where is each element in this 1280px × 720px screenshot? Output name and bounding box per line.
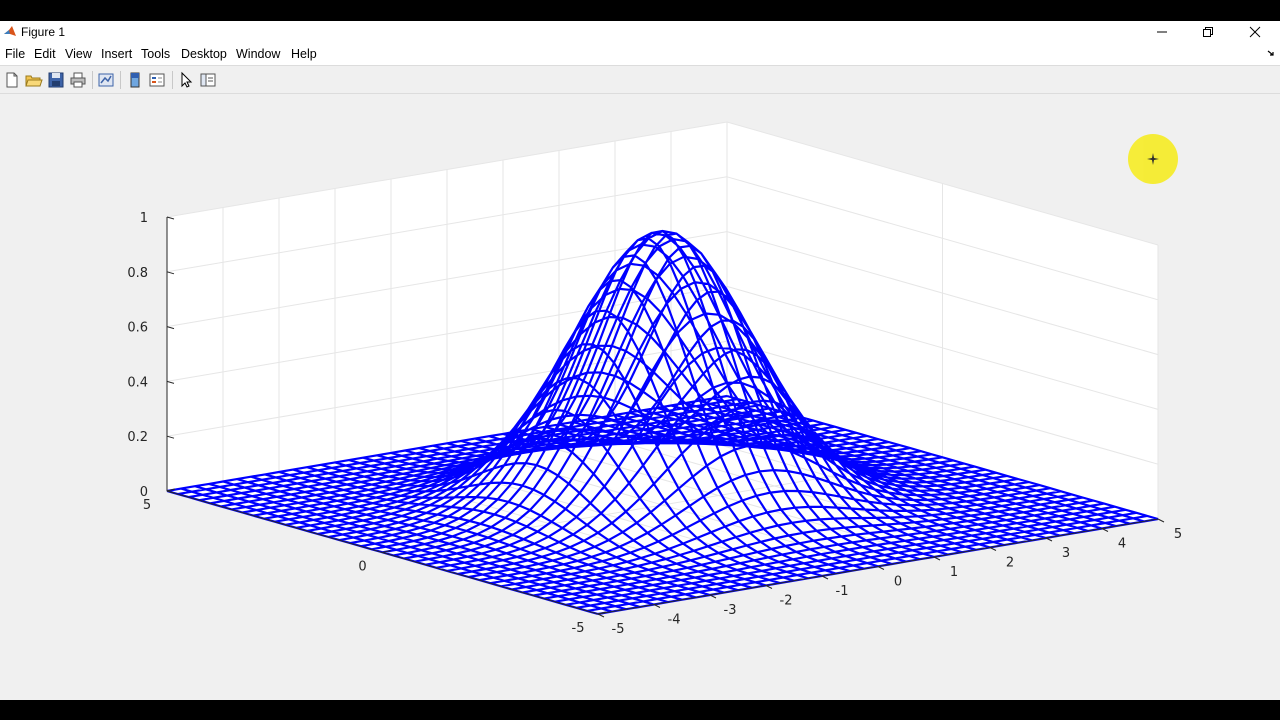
y-tick-mark <box>166 488 176 492</box>
z-tick-label: 0.6 <box>127 321 148 336</box>
title-bar: Figure 1 <box>0 21 1280 43</box>
x-tick-mark <box>1045 537 1053 542</box>
print-icon[interactable] <box>69 71 87 89</box>
x-tick-label: 0 <box>894 575 902 590</box>
open-folder-icon[interactable] <box>25 71 43 89</box>
x-tick-label: 5 <box>1174 527 1182 542</box>
y-tick-mark <box>382 550 391 553</box>
axes <box>166 216 1165 618</box>
z-tick-label: 1 <box>140 211 148 226</box>
z-tick-label: 0 <box>140 485 148 500</box>
menu-help[interactable]: Help <box>291 47 317 61</box>
toolbar-separator <box>172 71 173 89</box>
z-tick-mark <box>166 435 175 439</box>
y-tick-label: 5 <box>143 498 151 513</box>
axes-grid <box>166 121 1159 615</box>
x-tick-label: -1 <box>836 584 849 599</box>
z-tick-label: 0.4 <box>127 375 148 390</box>
x-tick-mark <box>709 594 717 599</box>
y-tick-label: -5 <box>572 621 585 636</box>
property-inspector-icon[interactable] <box>199 71 217 89</box>
x-tick-label: -3 <box>724 603 737 618</box>
close-icon <box>1249 26 1261 38</box>
crosshair-icon <box>1147 153 1159 165</box>
minimize-button[interactable] <box>1139 21 1185 43</box>
x-tick-label: -2 <box>780 594 793 609</box>
y-tick-label: 0 <box>358 560 366 575</box>
z-tick-mark <box>166 326 175 330</box>
close-button[interactable] <box>1232 21 1278 43</box>
x-tick-label: 2 <box>1006 556 1014 571</box>
z-tick-mark <box>166 490 175 494</box>
x-tick-label: 1 <box>950 565 958 580</box>
x-tick-mark <box>1157 518 1165 523</box>
new-figure-icon[interactable] <box>3 71 21 89</box>
restore-icon <box>1203 27 1213 37</box>
z-tick-label: 0.2 <box>127 430 148 445</box>
pointer-arrow-icon[interactable] <box>177 71 195 89</box>
z-tick-mark <box>166 380 175 384</box>
x-tick-mark <box>821 575 829 580</box>
z-tick-mark <box>166 271 175 275</box>
x-tick-mark <box>989 547 997 551</box>
toolbar-separator <box>120 71 121 89</box>
figure-canvas[interactable]: -5 -4 -3 -2 -1 0 1 2 3 4 5 -5 0 5 0 0.2 0.4 0.6 0.8 1 <box>0 93 1280 700</box>
x-tick-mark <box>933 556 941 561</box>
matlab-icon <box>4 26 16 36</box>
menu-view[interactable]: View <box>65 47 92 61</box>
menu-window[interactable]: Window <box>236 47 281 61</box>
cursor-highlight <box>1128 134 1178 184</box>
menu-edit[interactable]: Edit <box>34 47 56 61</box>
menu-file[interactable]: File <box>5 47 26 61</box>
z-tick-mark <box>166 216 175 220</box>
save-icon[interactable] <box>47 71 65 89</box>
x-tick-mark <box>877 566 885 570</box>
x-tick-mark <box>765 585 773 589</box>
x-tick-mark <box>653 604 661 608</box>
figure-window: Figure 1 File Edit View Insert Tools Des… <box>0 21 1280 700</box>
x-tick-mark <box>1101 528 1109 532</box>
legend-icon[interactable] <box>148 71 166 89</box>
menu-tools[interactable]: Tools <box>141 47 171 61</box>
y-tick-mark <box>597 611 607 615</box>
menu-desktop[interactable]: Desktop <box>181 47 227 61</box>
z-tick-label: 0.8 <box>127 266 148 281</box>
x-tick-label: -4 <box>668 613 681 628</box>
restore-button[interactable] <box>1185 21 1231 43</box>
menu-insert[interactable]: Insert <box>101 47 133 61</box>
x-tick-mark <box>597 613 605 618</box>
toolbar-separator <box>92 71 93 89</box>
colorbar-icon[interactable] <box>126 71 144 89</box>
link-plot-icon[interactable] <box>97 71 115 89</box>
dock-arrow-icon[interactable] <box>1266 48 1276 58</box>
x-tick-label: -5 <box>612 622 625 637</box>
window-title: Figure 1 <box>21 25 66 39</box>
minimize-icon <box>1157 31 1167 33</box>
x-tick-label: 4 <box>1118 537 1126 552</box>
toolbar <box>0 65 1280 94</box>
x-tick-label: 3 <box>1062 546 1070 561</box>
menu-bar: File Edit View Insert Tools Desktop Wind… <box>0 43 1280 65</box>
